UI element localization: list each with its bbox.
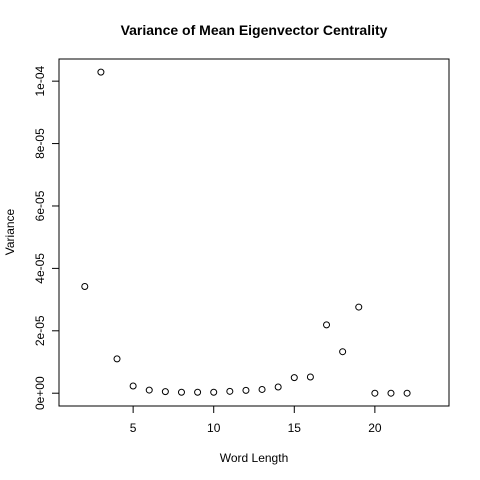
data-point bbox=[242, 386, 250, 394]
data-point bbox=[177, 388, 185, 396]
x-axis-label: Word Length bbox=[220, 451, 289, 465]
data-point bbox=[371, 389, 379, 397]
data-point bbox=[145, 386, 153, 394]
data-point bbox=[306, 373, 314, 381]
y-axis-label: Variance bbox=[3, 208, 17, 255]
data-point bbox=[403, 389, 411, 397]
x-tick-label: 5 bbox=[130, 421, 137, 435]
y-tick-label: 0e+00 bbox=[33, 376, 47, 410]
data-point bbox=[129, 382, 137, 390]
data-point bbox=[274, 383, 282, 391]
data-point bbox=[258, 385, 266, 393]
y-tick-label: 4e-05 bbox=[33, 253, 47, 284]
y-tick-label: 6e-05 bbox=[33, 190, 47, 221]
data-point bbox=[355, 303, 363, 311]
data-point bbox=[113, 355, 121, 363]
data-point bbox=[81, 282, 89, 290]
y-tick-label: 2e-05 bbox=[33, 315, 47, 346]
data-point bbox=[194, 388, 202, 396]
data-point bbox=[97, 68, 105, 76]
data-point bbox=[387, 389, 395, 397]
chart-title: Variance of Mean Eigenvector Centrality bbox=[121, 22, 388, 38]
x-tick-label: 15 bbox=[288, 421, 302, 435]
y-tick-label: 8e-05 bbox=[33, 128, 47, 159]
x-tick-label: 10 bbox=[207, 421, 221, 435]
y-axis: 0e+00 2e-05 4e-05 6e-05 8e-05 1e-04 bbox=[33, 65, 60, 410]
x-tick-label: 20 bbox=[368, 421, 382, 435]
x-axis: 5 10 15 20 bbox=[130, 405, 382, 435]
data-point bbox=[226, 387, 234, 395]
data-point bbox=[323, 321, 331, 329]
data-point bbox=[161, 388, 169, 396]
y-tick-label: 1e-04 bbox=[33, 65, 47, 96]
data-point bbox=[290, 374, 298, 382]
data-point bbox=[210, 388, 218, 396]
data-points bbox=[81, 68, 411, 397]
data-point bbox=[339, 348, 347, 356]
